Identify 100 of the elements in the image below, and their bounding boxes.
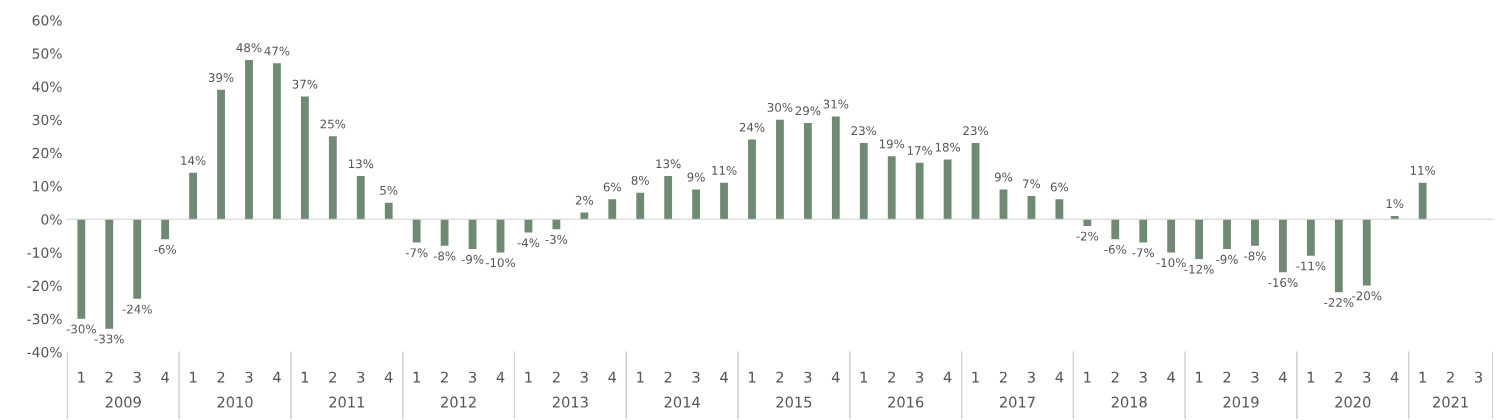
- y-tick-label: -40%: [27, 346, 62, 358]
- y-tick-label: -20%: [27, 280, 62, 292]
- x-tick-label: 3: [1139, 371, 1147, 383]
- x-tick-label: 4: [720, 371, 728, 383]
- x-tick-label: 1: [748, 371, 756, 383]
- data-label: -33%: [94, 334, 124, 344]
- x-tick-label: 4: [608, 371, 617, 383]
- bar: [1334, 219, 1343, 293]
- x-tick-label: 2: [1111, 371, 1119, 383]
- bar: [1167, 219, 1176, 253]
- bar: [161, 219, 170, 240]
- x-tick-label: 4: [943, 371, 952, 383]
- bar: [245, 59, 253, 220]
- bar: [300, 96, 309, 220]
- text: 2019: [1223, 396, 1259, 408]
- y-tick-label: 50%: [32, 48, 62, 59]
- x-tick-label: 1: [972, 371, 979, 383]
- data-label: -8%: [433, 251, 456, 261]
- x-tick-label: 3: [692, 371, 700, 383]
- bar: [1390, 215, 1399, 220]
- bar: [776, 119, 784, 220]
- bar: [1223, 219, 1231, 250]
- x-tick-label: 1: [301, 371, 309, 383]
- data-label: -6%: [1104, 244, 1127, 254]
- data-label: 23%: [851, 126, 877, 136]
- text: 2012: [441, 396, 476, 408]
- data-label: 9%: [994, 172, 1013, 182]
- bar: [1055, 199, 1064, 220]
- bar: [1418, 182, 1427, 220]
- bar: [692, 189, 701, 220]
- data-label: -30%: [66, 324, 96, 334]
- bar: [1083, 219, 1092, 226]
- bar: [1195, 219, 1204, 260]
- bar: [328, 136, 337, 220]
- bar: [636, 192, 645, 220]
- bar: [217, 89, 225, 220]
- bar: [77, 219, 86, 319]
- x-tick-label: 2: [888, 371, 895, 383]
- x-tick-label: 2: [664, 371, 672, 383]
- data-label: -7%: [405, 248, 428, 258]
- data-label: 7%: [1023, 179, 1041, 189]
- bar: [943, 159, 952, 220]
- bar: [1362, 219, 1371, 286]
- bar: [915, 162, 924, 220]
- x-tick-label: 1: [860, 371, 868, 383]
- x-tick-label: 2: [999, 371, 1007, 383]
- bar: [664, 176, 673, 220]
- bar: [412, 219, 421, 243]
- data-label: 9%: [687, 172, 705, 182]
- x-tick-label: 3: [357, 371, 365, 383]
- text: 2014: [664, 396, 700, 408]
- data-label: 5%: [380, 185, 398, 195]
- data-label: 11%: [712, 165, 737, 175]
- x-tick-label: 1: [413, 371, 420, 383]
- text: 2021: [1433, 396, 1468, 408]
- data-label: -20%: [1352, 291, 1382, 301]
- data-label: -10%: [485, 258, 516, 268]
- x-tick-label: 2: [217, 371, 225, 383]
- data-label: 11%: [1410, 165, 1436, 175]
- x-tick-label: 3: [580, 371, 588, 383]
- bar: [580, 212, 589, 220]
- data-label: 1%: [1386, 199, 1404, 209]
- x-tick-label: 4: [496, 371, 505, 383]
- x-tick-label: 3: [245, 371, 253, 383]
- data-label: -7%: [1132, 248, 1155, 258]
- text: 2010: [217, 396, 253, 408]
- x-tick-label: 4: [1167, 371, 1175, 383]
- x-tick-label: 1: [190, 371, 197, 383]
- data-label: 18%: [935, 142, 961, 152]
- x-tick-label: 2: [552, 371, 560, 383]
- x-tick-label: 3: [804, 371, 812, 383]
- data-label: 37%: [292, 79, 318, 89]
- bar: [189, 172, 198, 220]
- x-tick-label: 1: [1196, 371, 1203, 383]
- data-label: -12%: [1184, 264, 1214, 274]
- x-tick-label: 4: [273, 371, 281, 383]
- data-label: 30%: [767, 102, 793, 112]
- data-label: 2%: [575, 195, 594, 205]
- x-tick-label: 1: [637, 371, 644, 383]
- text: 2020: [1335, 396, 1371, 408]
- x-tick-label: 4: [831, 371, 840, 383]
- bar: [1306, 219, 1315, 256]
- data-label: -9%: [1216, 254, 1238, 264]
- x-tick-label: 4: [1055, 371, 1064, 383]
- bar: [831, 116, 840, 220]
- data-label: 6%: [1050, 182, 1069, 192]
- data-label: -2%: [1076, 231, 1099, 241]
- data-label: 8%: [631, 175, 649, 185]
- x-tick-label: 2: [329, 371, 337, 383]
- data-label: 19%: [879, 139, 905, 149]
- x-tick-label: 4: [1279, 371, 1287, 383]
- y-tick-label: 30%: [32, 114, 62, 126]
- data-label: 14%: [181, 156, 206, 165]
- x-tick-label: 3: [916, 371, 924, 383]
- y-tick-label: -30%: [27, 313, 62, 325]
- y-tick-label: 40%: [32, 81, 62, 92]
- x-tick-label: 4: [384, 371, 393, 383]
- data-label: 6%: [603, 182, 621, 192]
- bar: [273, 63, 281, 220]
- x-tick-label: 2: [105, 371, 113, 383]
